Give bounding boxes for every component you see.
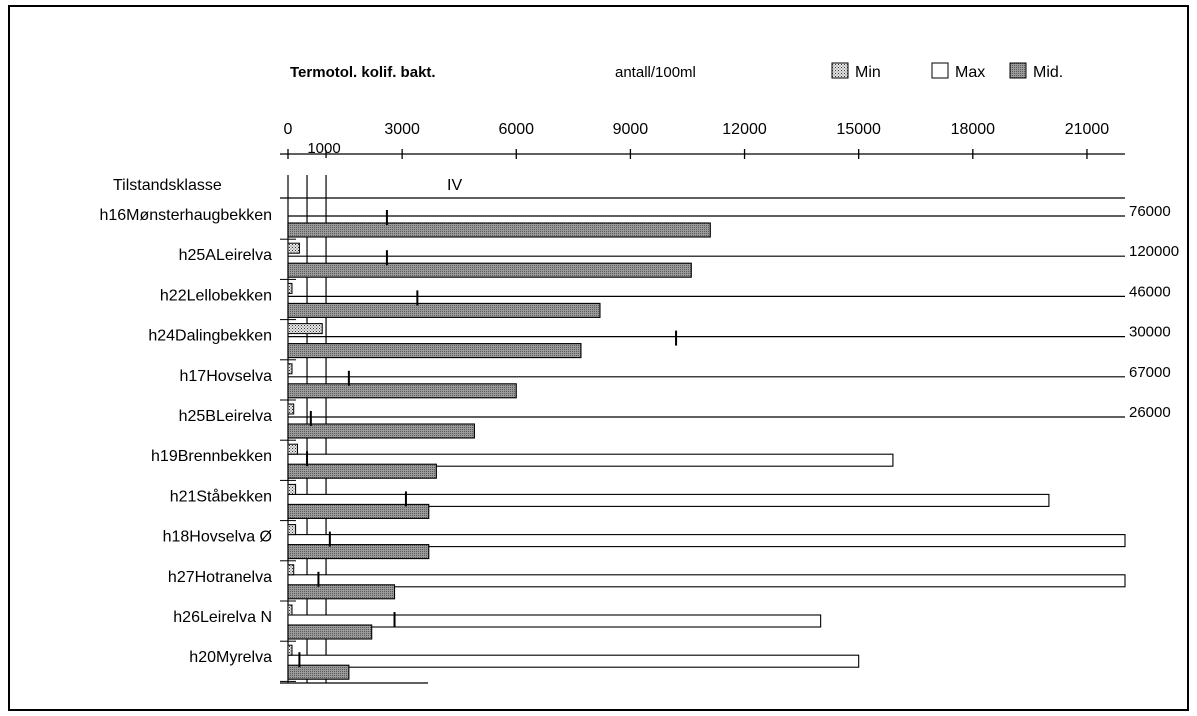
legend-label-1: Max xyxy=(955,64,985,81)
mid-bar-8 xyxy=(287,544,430,560)
chart-title: Termotol. kolif. bakt. xyxy=(290,64,436,81)
max-value-label-2: 46000 xyxy=(1129,283,1171,300)
mid-bar-0 xyxy=(287,222,711,238)
min-bar-4 xyxy=(287,363,293,375)
min-bar-6 xyxy=(287,443,299,455)
min-bar-5 xyxy=(287,403,295,415)
legend-swatch-1 xyxy=(931,62,949,79)
x-tick-label-0: 0 xyxy=(284,121,293,138)
legend: Termotol. kolif. bakt. antall/100ml Min Max… xyxy=(290,62,1063,81)
min-bar-3 xyxy=(287,323,323,335)
max-value-label-5: 26000 xyxy=(1129,404,1171,421)
category-label-8: h18Hovselva Ø xyxy=(163,529,272,546)
max-bar-10 xyxy=(287,614,822,628)
category-labels: h16Mønsterhaugbekken h25ALeirelva h22Lello… xyxy=(99,207,272,666)
mid-bar-11 xyxy=(287,664,350,680)
mid-bar-4 xyxy=(287,383,517,399)
category-label-5: h25BLeirelva xyxy=(179,408,273,425)
x-tick-label-5: 15000 xyxy=(836,121,881,138)
mid-bar-2 xyxy=(287,302,601,318)
max-bar-9 xyxy=(287,574,1126,588)
mid-bar-7 xyxy=(287,503,430,519)
unit-label: antall/100ml xyxy=(615,64,696,81)
min-bar-8 xyxy=(287,524,297,536)
max-value-label-4: 67000 xyxy=(1129,364,1171,381)
min-bar-10 xyxy=(287,604,293,616)
category-label-10: h26Leirelva N xyxy=(173,609,272,626)
bar-chart: Termotol. kolif. bakt. antall/100ml Min Max… xyxy=(99,62,1179,684)
max-bar-6 xyxy=(287,453,894,467)
legend-swatch-0 xyxy=(831,62,849,79)
category-label-6: h19Brennbekken xyxy=(151,448,272,465)
min-bar-1 xyxy=(287,242,300,254)
max-bar-7 xyxy=(287,493,1050,507)
category-label-3: h24Dalingbekken xyxy=(148,328,272,345)
mid-bar-10 xyxy=(287,624,373,640)
x-tick-label-6: 18000 xyxy=(951,121,996,138)
category-label-4: h17Hovselva xyxy=(180,368,273,385)
legend-label-0: Min xyxy=(855,64,881,81)
category-label-2: h22Lellobekken xyxy=(160,287,272,304)
category-label-1: h25ALeirelva xyxy=(179,247,273,264)
mid-bar-3 xyxy=(287,343,582,359)
x-tick-label-extra: 1000 xyxy=(307,140,340,157)
min-bar-7 xyxy=(287,483,297,495)
category-label-9: h27Hotranelva xyxy=(168,569,272,586)
x-tick-label-3: 9000 xyxy=(613,121,649,138)
max-value-label-1: 120000 xyxy=(1129,243,1179,260)
class-label: IV xyxy=(447,177,462,194)
legend-swatch-2 xyxy=(1009,62,1027,79)
category-label-0: h16Mønsterhaugbekken xyxy=(99,207,272,224)
category-label-11: h20Myrelva xyxy=(189,649,272,666)
mid-bar-9 xyxy=(287,584,396,600)
max-bar-11 xyxy=(287,654,860,668)
category-label-7: h21Ståbekken xyxy=(170,487,272,505)
x-tick-label-1: 3000 xyxy=(384,121,420,138)
min-bar-2 xyxy=(287,282,293,294)
max-value-label-3: 30000 xyxy=(1129,324,1171,341)
bars: 76000 120000 46000 30000 67000 26000 xyxy=(280,203,1179,682)
mid-bar-1 xyxy=(287,262,692,278)
max-bar-8 xyxy=(287,534,1126,548)
x-tick-label-7: 21000 xyxy=(1065,121,1110,138)
class-row-label: Tilstandsklasse xyxy=(113,177,222,194)
mid-bar-6 xyxy=(287,463,437,479)
legend-label-2: Mid. xyxy=(1033,64,1063,81)
x-tick-label-2: 6000 xyxy=(498,121,534,138)
x-tick-label-4: 12000 xyxy=(722,121,767,138)
min-bar-9 xyxy=(287,564,295,576)
max-value-label-0: 76000 xyxy=(1129,203,1171,220)
min-bar-11 xyxy=(287,644,293,656)
mid-bar-5 xyxy=(287,423,475,439)
chart-frame: Termotol. kolif. bakt. antall/100ml Min Max… xyxy=(8,5,1189,711)
x-axis: 0 3000 6000 9000 12000 15000 18000 21000 1000 xyxy=(280,121,1125,159)
